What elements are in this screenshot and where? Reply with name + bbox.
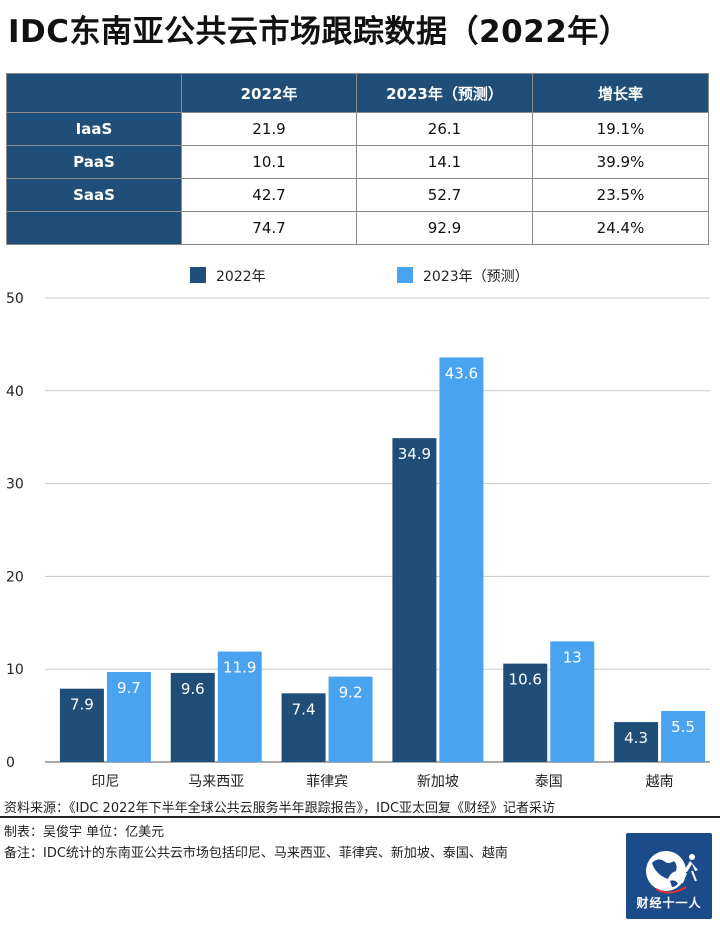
cell-2022: 21.9 xyxy=(181,112,357,146)
x-tick-label: 泰国 xyxy=(535,774,563,790)
header-cell-2023: 2023年（预测） xyxy=(356,73,533,113)
data-label: 9.6 xyxy=(181,680,205,698)
cell-2022: 42.7 xyxy=(181,178,357,212)
data-label: 7.4 xyxy=(292,700,316,718)
logo-text: 财经十一人 xyxy=(636,896,702,910)
x-tick-label: 马来西亚 xyxy=(188,774,244,790)
header-cell-empty xyxy=(6,73,182,113)
table-row: PaaS 10.1 14.1 39.9% xyxy=(6,145,709,179)
bar-2023 xyxy=(106,671,151,762)
header-cell-growth: 增长率 xyxy=(532,73,709,113)
bar-2023 xyxy=(328,676,373,762)
legend-label: 2023年（预测） xyxy=(423,269,529,285)
bar-chart: 0 10 20 30 40 50 2022年 2023年（预测） 7.9 9.7 印尼 9.6 11.9… xyxy=(6,267,710,790)
brand-logo: 财经十一人 xyxy=(626,833,712,919)
data-label: 10.6 xyxy=(509,671,542,689)
x-tick-label: 新加坡 xyxy=(417,774,459,790)
table-row-total: 74.7 92.9 24.4% xyxy=(6,211,709,245)
row-label: IaaS xyxy=(6,112,182,146)
y-tick-label: 20 xyxy=(6,569,24,585)
cell-2023: 26.1 xyxy=(356,112,533,146)
bar-2022 xyxy=(59,688,104,762)
bar-2022 xyxy=(281,693,326,762)
data-label: 5.5 xyxy=(671,718,695,736)
data-label: 4.3 xyxy=(624,729,648,747)
header-cell-2022: 2022年 xyxy=(181,73,357,113)
cell-2023: 14.1 xyxy=(356,145,533,179)
bar-2023 xyxy=(439,357,484,762)
legend-swatch xyxy=(397,267,413,283)
data-label: 9.2 xyxy=(339,684,363,702)
cell-2022: 10.1 xyxy=(181,145,357,179)
data-label: 11.9 xyxy=(223,659,256,677)
table-row: IaaS 21.9 26.1 19.1% xyxy=(6,112,709,146)
cell-growth: 39.9% xyxy=(532,145,709,179)
remark-note: 备注：IDC统计的东南亚公共云市场包括印尼、马来西亚、菲律宾、新加坡、泰国、越南 xyxy=(4,846,508,861)
row-label: SaaS xyxy=(6,178,182,212)
cell-growth: 23.5% xyxy=(532,178,709,212)
bar-2023 xyxy=(661,710,706,762)
x-tick-label: 菲律宾 xyxy=(306,774,348,790)
row-label xyxy=(6,211,182,245)
globe-icon xyxy=(646,851,698,894)
y-tick-label: 30 xyxy=(6,477,24,493)
bar-2022 xyxy=(614,722,659,762)
cell-2023: 52.7 xyxy=(356,178,533,212)
bar-2022 xyxy=(503,663,548,762)
y-tick-label: 0 xyxy=(6,755,15,771)
data-label: 43.6 xyxy=(445,364,478,382)
data-label: 7.9 xyxy=(70,696,94,714)
x-tick-label: 印尼 xyxy=(91,774,119,790)
data-label: 13 xyxy=(563,648,582,666)
page-title: IDC东南亚公共云市场跟踪数据（2022年） xyxy=(8,14,631,50)
y-tick-label: 50 xyxy=(6,291,24,307)
data-table: 2022年 2023年（预测） 增长率 IaaS 21.9 26.1 19.1%… xyxy=(6,73,709,245)
row-label: PaaS xyxy=(6,145,182,179)
y-tick-label: 10 xyxy=(6,662,24,678)
bar-2022 xyxy=(170,672,215,762)
y-tick-label: 40 xyxy=(6,384,24,400)
source-note: 资料来源：《IDC 2022年下半年全球公共云服务半年跟踪报告》，IDC亚太回复… xyxy=(4,801,556,816)
maker-note: 制表：吴俊宇 单位：亿美元 xyxy=(4,825,165,840)
data-label: 9.7 xyxy=(117,679,141,697)
legend-label: 2022年 xyxy=(216,269,266,285)
x-tick-label: 越南 xyxy=(646,774,674,790)
cell-growth: 24.4% xyxy=(532,211,709,245)
table-header-row: 2022年 2023年（预测） 增长率 xyxy=(6,73,709,113)
divider xyxy=(0,816,720,818)
legend-swatch xyxy=(190,267,206,283)
bar-2022 xyxy=(392,438,437,762)
bar-2023 xyxy=(550,641,595,762)
cell-growth: 19.1% xyxy=(532,112,709,146)
cell-2023: 92.9 xyxy=(356,211,533,245)
data-label: 34.9 xyxy=(398,445,431,463)
table-row: SaaS 42.7 52.7 23.5% xyxy=(6,178,709,212)
cell-2022: 74.7 xyxy=(181,211,357,245)
bar-2023 xyxy=(217,651,262,762)
